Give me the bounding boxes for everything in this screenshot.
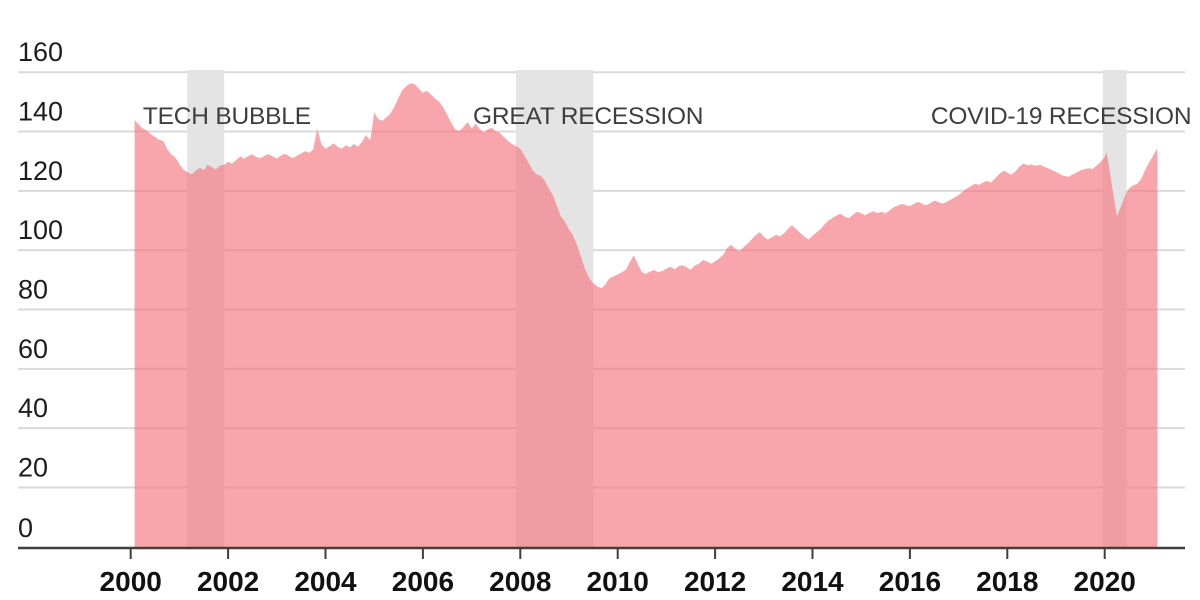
y-tick-label-40: 40 xyxy=(18,393,48,423)
recession-label-2: COVID-19 RECESSION xyxy=(931,103,1192,130)
x-tick-label-2010: 2010 xyxy=(587,566,649,597)
x-tick-label-2008: 2008 xyxy=(489,566,551,597)
recession-label-0: TECH BUBBLE xyxy=(143,103,311,130)
y-tick-label-100: 100 xyxy=(18,215,63,245)
recession-label-1: GREAT RECESSION xyxy=(473,103,703,130)
y-tick-label-0: 0 xyxy=(18,513,33,543)
x-tick-label-2002: 2002 xyxy=(197,566,259,597)
y-tick-label-120: 120 xyxy=(18,156,63,186)
y-tick-label-20: 20 xyxy=(18,452,48,482)
y-tick-label-140: 140 xyxy=(18,97,63,127)
y-tick-label-80: 80 xyxy=(18,275,48,305)
x-tick-label-2000: 2000 xyxy=(100,566,162,597)
x-tick-label-2004: 2004 xyxy=(294,566,357,597)
x-tick-label-2014: 2014 xyxy=(781,566,844,597)
x-tick-label-2018: 2018 xyxy=(976,566,1038,597)
index-area-series xyxy=(134,83,1158,548)
y-tick-label-60: 60 xyxy=(18,334,48,364)
y-tick-label-160: 160 xyxy=(18,37,63,67)
x-tick-label-2020: 2020 xyxy=(1074,566,1136,597)
x-tick-label-2016: 2016 xyxy=(879,566,941,597)
x-tick-label-2006: 2006 xyxy=(392,566,454,597)
x-tick-label-2012: 2012 xyxy=(684,566,746,597)
